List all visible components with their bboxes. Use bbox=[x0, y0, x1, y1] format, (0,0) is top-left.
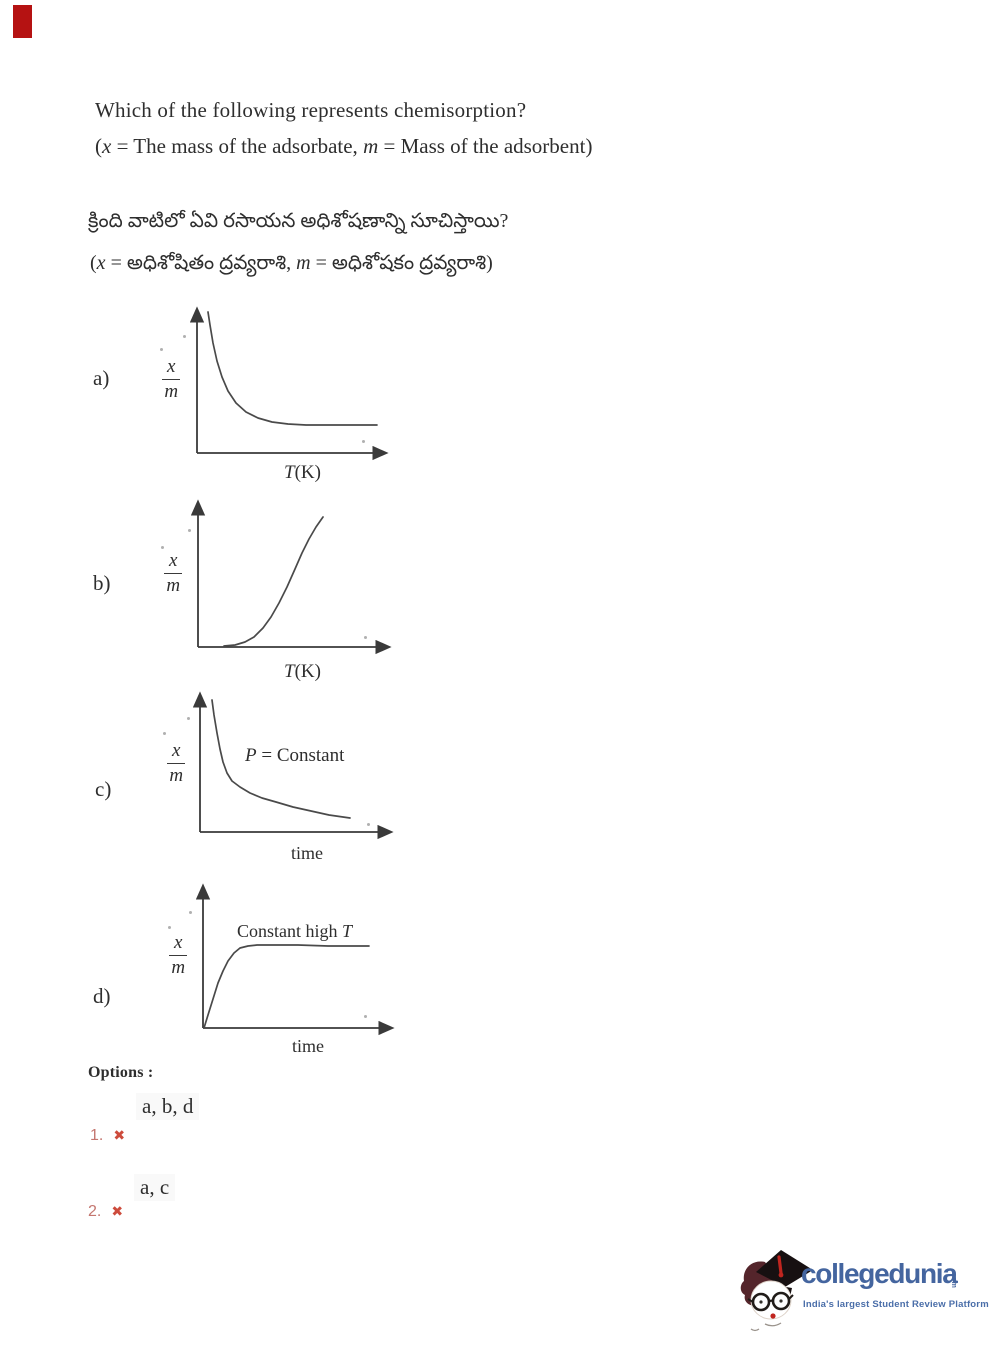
graph-d-label: d) bbox=[93, 984, 111, 1008]
scan-speckle bbox=[364, 1015, 367, 1018]
graph-c-plot bbox=[192, 691, 394, 840]
options-heading: Options : bbox=[88, 1064, 154, 1081]
option-2-result: 2. ✖ bbox=[88, 1203, 123, 1221]
question-subtext-english: (x = The mass of the adsorbate, m = Mass… bbox=[95, 134, 592, 159]
brand-domain-suffix: .com bbox=[950, 1270, 957, 1289]
brand-tagline: India's largest Student Review Platform bbox=[803, 1299, 989, 1310]
axis-variable: T bbox=[284, 462, 295, 483]
variable-m: m bbox=[363, 134, 379, 158]
adsorption-curve bbox=[203, 944, 370, 1029]
adsorption-curve bbox=[223, 516, 324, 647]
graph-c-annotation: P = Constant bbox=[245, 745, 344, 767]
graph-b-x-axis-label: T(K) bbox=[284, 661, 321, 683]
graph-b-plot bbox=[190, 499, 392, 655]
cap-tassel bbox=[777, 1255, 783, 1275]
axis-variable: T bbox=[284, 661, 295, 682]
graph-d-y-axis-label: x m bbox=[169, 932, 188, 979]
graph-c-label: c) bbox=[95, 777, 112, 801]
definition-m: = అధిశోషకం ద్రవ్యరాశి) bbox=[310, 252, 493, 274]
option-2-text: a, c bbox=[134, 1174, 175, 1201]
brand-wordmark: collegedunia bbox=[801, 1258, 958, 1289]
option-1-result: 1. ✖ bbox=[90, 1127, 125, 1145]
adsorption-curve bbox=[211, 699, 351, 819]
scan-speckle bbox=[189, 911, 192, 914]
definition-m: = Mass of the adsorbent) bbox=[378, 134, 593, 158]
axis-unit: time bbox=[292, 1036, 324, 1056]
graph-d-annotation: Constant high T bbox=[237, 921, 352, 942]
axis-unit: (K) bbox=[294, 462, 321, 483]
glasses-temples bbox=[747, 1294, 794, 1303]
glasses-bridge bbox=[768, 1299, 774, 1303]
annotation-text: = Constant bbox=[256, 745, 345, 766]
cap-tassel-tip bbox=[778, 1272, 784, 1278]
option-1-number: 1. bbox=[90, 1127, 104, 1144]
fraction-numerator: x bbox=[162, 356, 181, 381]
fraction-denominator: m bbox=[169, 765, 184, 787]
annotation-variable: T bbox=[342, 921, 353, 941]
option-1-text: a, b, d bbox=[136, 1093, 199, 1120]
fraction-denominator: m bbox=[166, 575, 181, 597]
adsorption-curve bbox=[207, 311, 378, 426]
collegedunia-mascot-icon bbox=[740, 1250, 813, 1332]
question-text-english: Which of the following represents chemis… bbox=[95, 98, 527, 122]
scan-speckle bbox=[362, 440, 365, 443]
annotation-text: Constant high bbox=[237, 921, 343, 941]
scan-speckle bbox=[183, 335, 186, 338]
graph-d-plot bbox=[195, 883, 395, 1036]
fraction-numerator: x bbox=[169, 932, 188, 957]
scan-speckle bbox=[163, 732, 166, 735]
fraction-denominator: m bbox=[171, 957, 186, 979]
question-subtext-telugu: (x = అధిశోషితం ద్రవ్యరాశి, m = అధిశోషకం … bbox=[90, 252, 493, 279]
chin-line bbox=[764, 1322, 782, 1327]
incorrect-icon: ✖ bbox=[111, 1204, 124, 1220]
fraction-denominator: m bbox=[164, 381, 179, 403]
graph-a-y-axis-label: x m bbox=[162, 356, 181, 403]
scan-speckle bbox=[364, 636, 367, 639]
graph-a-plot bbox=[189, 306, 389, 461]
question-text-telugu: క్రింది వాటిలో ఏవి రసాయన అధిశోషణాన్ని సూ… bbox=[88, 210, 509, 232]
graph-a-x-axis-label: T(K) bbox=[284, 462, 321, 484]
scan-speckle bbox=[160, 348, 163, 351]
graph-a-label: a) bbox=[93, 366, 110, 390]
graduation-cap-icon bbox=[756, 1250, 813, 1287]
variable-x: x bbox=[96, 252, 106, 274]
graph-c-x-axis-label: time bbox=[291, 843, 323, 864]
mascot-mouth bbox=[770, 1313, 776, 1319]
graph-b-y-axis-label: x m bbox=[164, 550, 183, 597]
axis-unit: (K) bbox=[294, 661, 321, 682]
axis-unit: time bbox=[291, 843, 323, 863]
scan-speckle bbox=[188, 529, 191, 532]
fraction-numerator: x bbox=[164, 550, 183, 575]
scan-speckle bbox=[187, 717, 190, 720]
definition-x: = The mass of the adsorbate, bbox=[111, 134, 364, 158]
right-eye bbox=[779, 1299, 783, 1303]
scan-speckle bbox=[168, 926, 171, 929]
scan-speckle bbox=[367, 823, 370, 826]
incorrect-icon: ✖ bbox=[113, 1128, 126, 1144]
annotation-variable: P bbox=[245, 745, 257, 766]
graph-d-x-axis-label: time bbox=[292, 1036, 324, 1057]
red-corner-marker bbox=[13, 5, 32, 38]
fraction-numerator: x bbox=[167, 740, 186, 765]
variable-m: m bbox=[296, 252, 311, 274]
graph-c-y-axis-label: x m bbox=[167, 740, 186, 787]
option-2-number: 2. bbox=[88, 1203, 102, 1220]
paren-open: ( bbox=[95, 134, 102, 158]
variable-x: x bbox=[102, 134, 112, 158]
collegedunia-logo: collegedunia .com India's largest Studen… bbox=[735, 1242, 997, 1340]
paren-open: ( bbox=[90, 252, 97, 274]
left-eye bbox=[759, 1300, 763, 1304]
neck-line bbox=[750, 1328, 760, 1332]
definition-x: = అధిశోషితం ద్రవ్యరాశి, bbox=[105, 252, 297, 274]
scan-speckle bbox=[161, 546, 164, 549]
graph-b-label: b) bbox=[93, 571, 111, 595]
